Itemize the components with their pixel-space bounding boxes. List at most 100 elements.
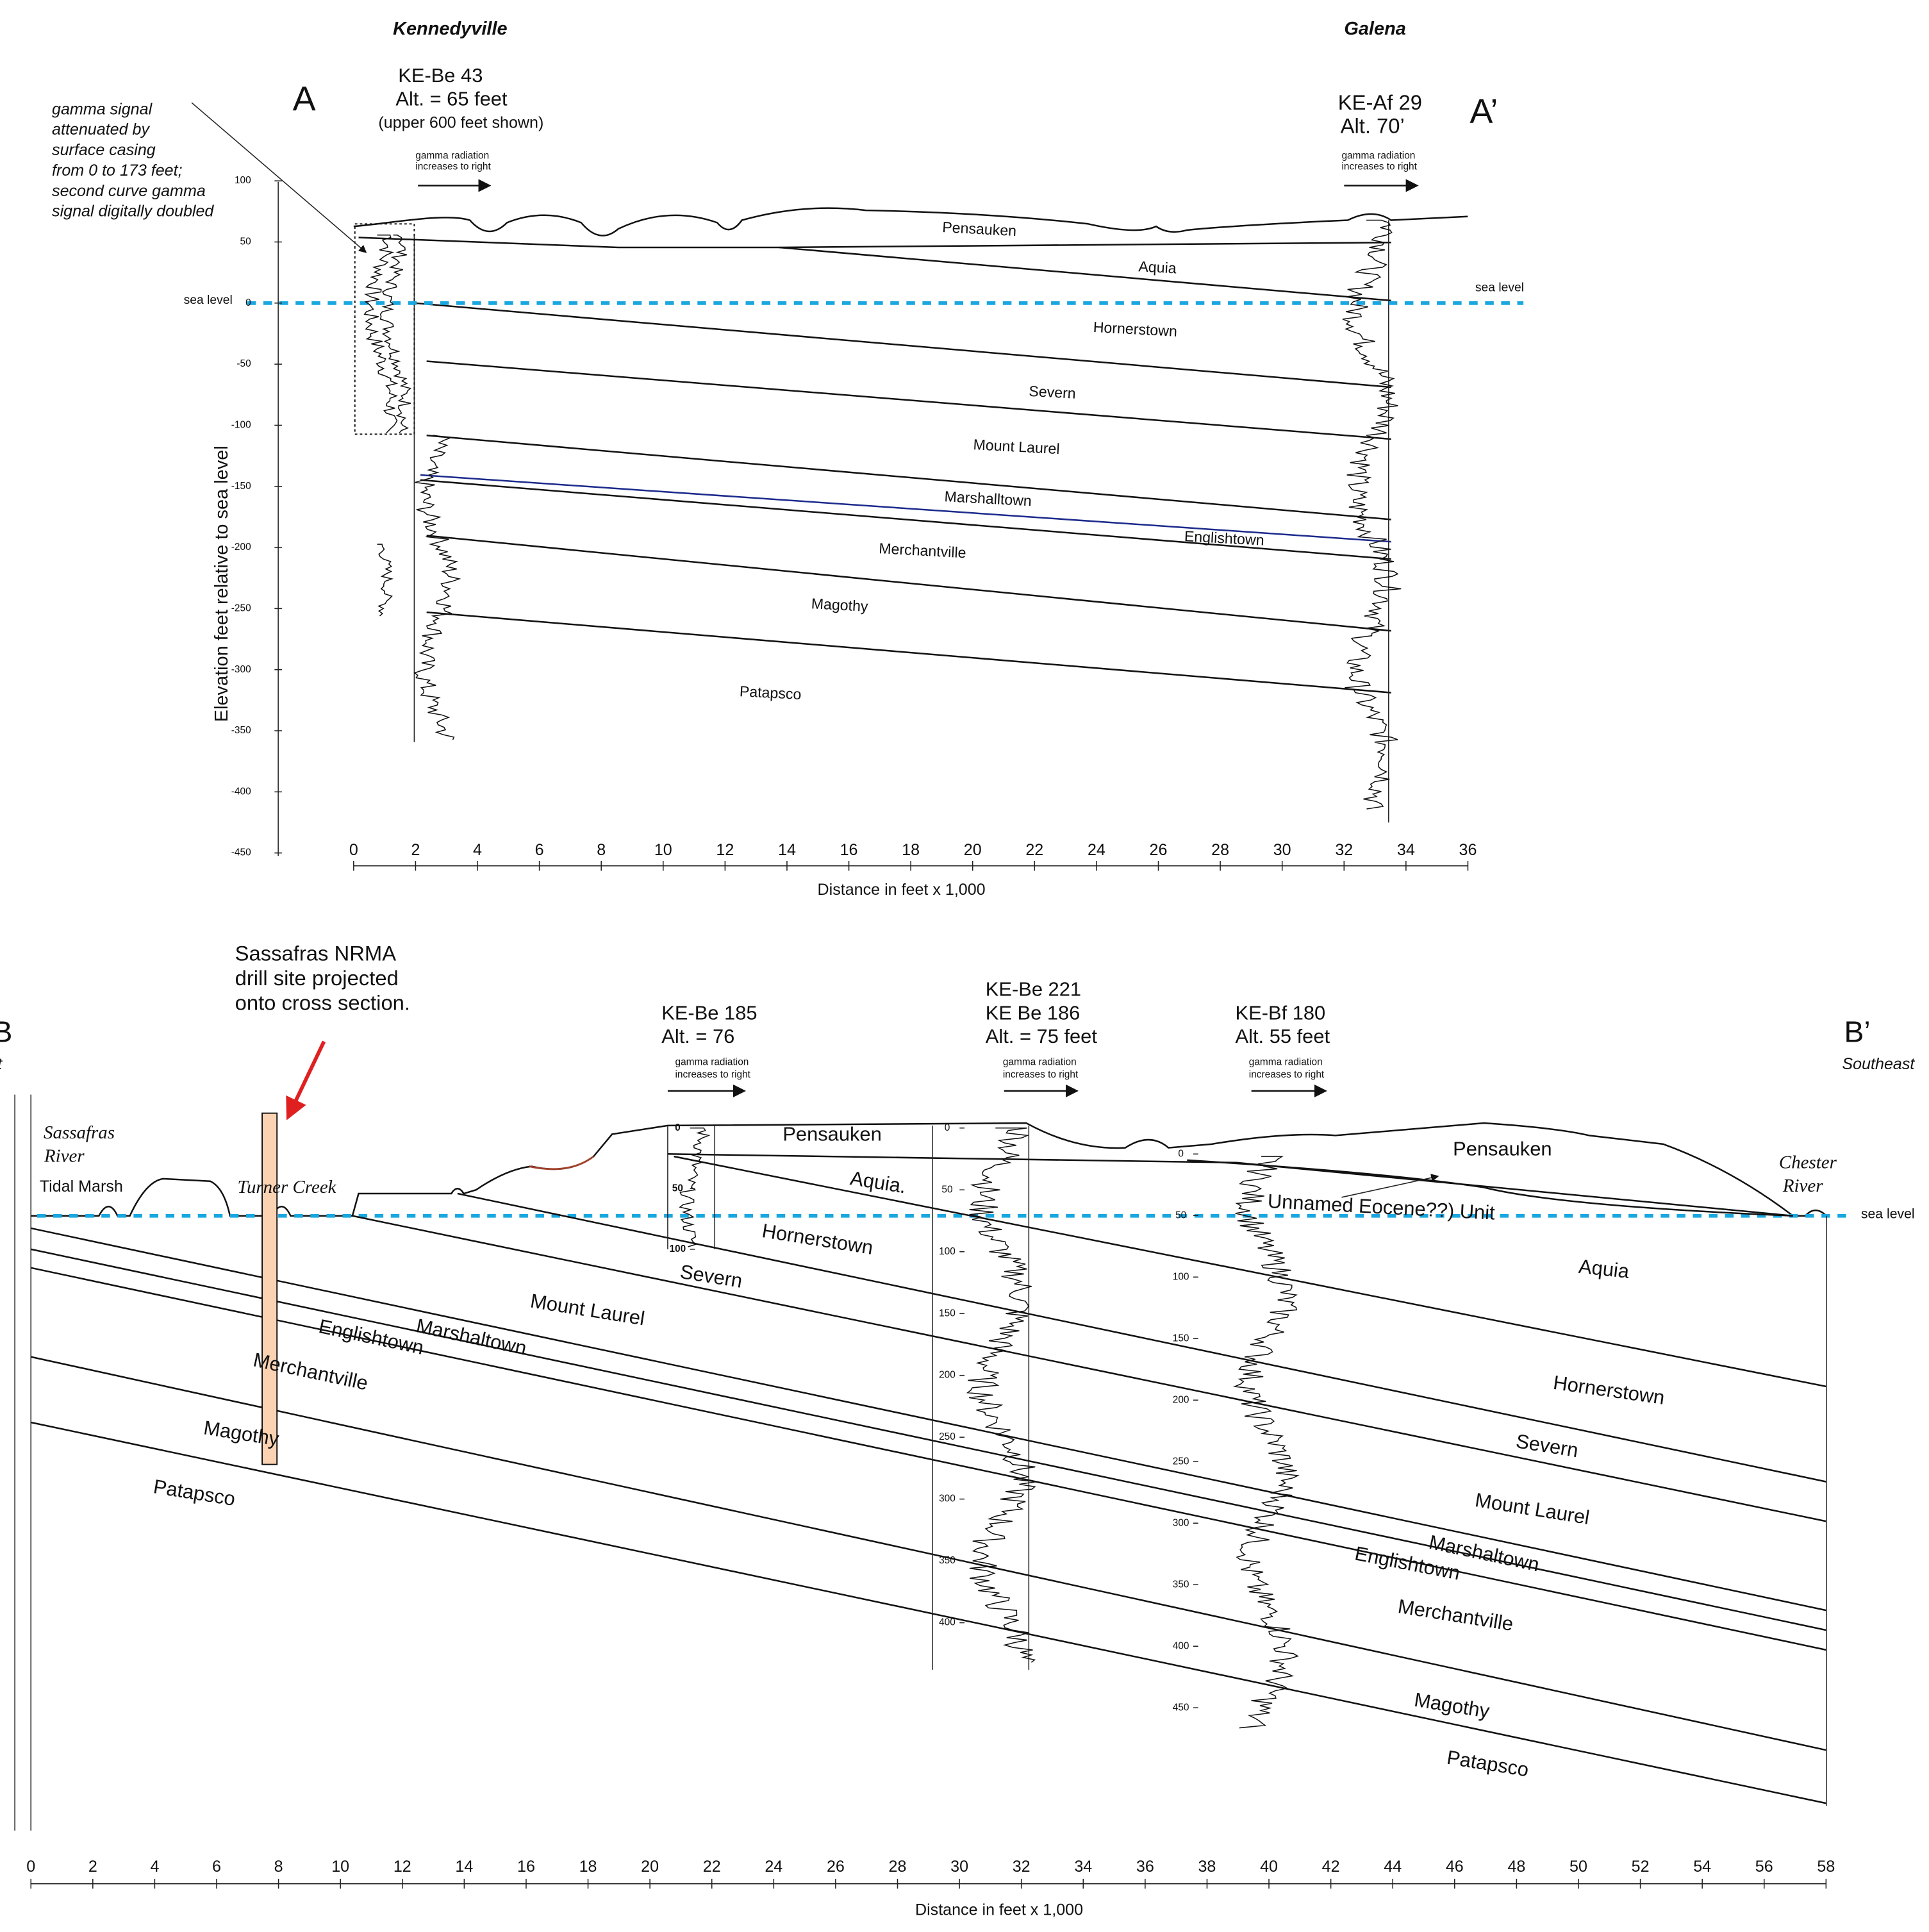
x-tick-label: 28 xyxy=(889,1858,907,1876)
depth-tick-label: 200 xyxy=(1173,1394,1189,1405)
well-label: Alt. = 75 feet xyxy=(986,1025,1098,1047)
ground-surface xyxy=(31,1123,1826,1216)
direction: t xyxy=(0,1055,3,1073)
y-axis-label: Elevation feet relative to sea level xyxy=(211,446,232,722)
x-tick-label: 24 xyxy=(765,1858,782,1876)
y-tick-label: -100 xyxy=(231,420,251,431)
contact xyxy=(779,247,1391,301)
unit-label: Merchantville xyxy=(879,540,967,561)
gamma-log xyxy=(680,1128,709,1247)
well-label: KE-Be 43 xyxy=(398,64,483,87)
page: {"section_a":{ "towns":["Kennedyville","… xyxy=(0,0,1929,1932)
well-label: KE-Be 221 xyxy=(986,978,1081,1001)
ground-brown xyxy=(529,1156,593,1169)
unit-label: Patapsco xyxy=(152,1475,237,1510)
unit-label: Unnamed Eocene??) Unit xyxy=(1267,1190,1496,1224)
depth-tick-label: 100 xyxy=(1173,1271,1189,1282)
y-tick-label: 100 xyxy=(235,175,251,186)
depth-tick-label: 0 xyxy=(675,1122,681,1133)
x-tick-label: 14 xyxy=(455,1858,473,1876)
x-tick-label: 20 xyxy=(641,1858,659,1876)
contact xyxy=(31,1422,1826,1803)
depth-tick-label: 450 xyxy=(1173,1702,1189,1713)
place-label: River xyxy=(44,1146,85,1167)
depth-tick-label: 50 xyxy=(941,1184,952,1195)
unit-label: Severn xyxy=(1029,383,1077,402)
x-tick-label: 40 xyxy=(1260,1858,1278,1876)
x-tick-label: 22 xyxy=(703,1858,721,1876)
note: from 0 to 173 feet; xyxy=(52,162,183,179)
gamma-note: gamma radiation xyxy=(1341,150,1415,161)
x-tick-label: 56 xyxy=(1755,1858,1773,1876)
cross-sections: KennedyvilleGalenaAA’gamma signalattenua… xyxy=(0,0,1929,1932)
y-tick-label: 0 xyxy=(245,297,251,308)
x-tick-label: 12 xyxy=(716,841,734,859)
unit-label: Magothy xyxy=(811,595,868,615)
gamma-note: increases to right xyxy=(1249,1069,1325,1080)
x-tick-label: 30 xyxy=(950,1858,968,1876)
x-tick-label: 24 xyxy=(1088,841,1105,859)
x-tick-label: 32 xyxy=(1335,841,1353,859)
x-tick-label: 46 xyxy=(1446,1858,1464,1876)
x-tick-label: 38 xyxy=(1198,1858,1216,1876)
x-tick-label: 44 xyxy=(1384,1858,1402,1876)
x-tick-label: 18 xyxy=(902,841,920,859)
unit-label: Englishtown xyxy=(1184,528,1264,548)
note: Sassafras NRMA xyxy=(235,941,397,965)
section-a-lines xyxy=(192,103,1523,865)
x-tick-label: 20 xyxy=(964,841,982,859)
depth-tick-label: 50 xyxy=(1175,1210,1186,1220)
x-tick-label: 22 xyxy=(1025,841,1043,859)
x-tick-label: 6 xyxy=(535,841,544,859)
x-tick-label: 4 xyxy=(150,1858,159,1876)
unit-label: Pensauken xyxy=(1453,1138,1552,1160)
unit-label: Mount Laurel xyxy=(1473,1488,1591,1529)
drill-arrow xyxy=(288,1042,324,1117)
note: second curve gamma xyxy=(52,182,206,200)
gamma-note: gamma radiation xyxy=(1249,1057,1323,1068)
y-tick-label: -50 xyxy=(236,358,251,369)
unit-label: Mount Laurel xyxy=(973,436,1060,457)
drill-site xyxy=(262,1113,277,1465)
note-arrow xyxy=(192,103,366,252)
note: signal digitally doubled xyxy=(52,203,214,221)
section-end: A’ xyxy=(1470,92,1498,131)
gamma-note: increases to right xyxy=(1003,1069,1079,1080)
gamma-log xyxy=(377,544,392,616)
unit-label: Hornerstown xyxy=(1552,1371,1666,1409)
x-tick-label: 18 xyxy=(579,1858,597,1876)
x-tick-label: 10 xyxy=(654,841,672,859)
well-label: KE-Be 185 xyxy=(661,1001,757,1024)
town: Kennedyville xyxy=(393,19,508,39)
x-tick-label: 52 xyxy=(1632,1858,1650,1876)
unit-label: Merchantville xyxy=(1396,1595,1515,1635)
note: onto cross section. xyxy=(235,990,410,1014)
note: gamma signal xyxy=(52,100,153,118)
y-tick-label: 50 xyxy=(240,237,251,247)
gamma-log xyxy=(968,1128,1036,1663)
unit-label: Pensauken xyxy=(782,1122,881,1145)
x-tick-label: 0 xyxy=(349,841,358,859)
x-axis-label: Distance in feet x 1,000 xyxy=(818,881,986,899)
unit-label: Hornerstown xyxy=(1093,319,1177,340)
y-tick-label: -250 xyxy=(231,603,251,613)
ground-surface xyxy=(354,208,1468,236)
gamma-log xyxy=(1343,221,1401,809)
well-label: Alt. = 65 feet xyxy=(395,88,508,110)
well-label: Alt. = 76 xyxy=(661,1025,734,1047)
town: Galena xyxy=(1344,19,1406,39)
well-label: Alt. 55 feet xyxy=(1236,1025,1330,1047)
note: surface casing xyxy=(52,141,156,159)
contact xyxy=(31,1268,1826,1650)
x-tick-label: 12 xyxy=(393,1858,411,1876)
x-tick-label: 34 xyxy=(1397,841,1415,859)
y-tick-label: -200 xyxy=(231,542,251,553)
x-tick-label: 10 xyxy=(331,1858,349,1876)
x-tick-label: 8 xyxy=(274,1858,283,1876)
unit-label: Patapsco xyxy=(739,683,802,703)
well-label: KE-Af 29 xyxy=(1338,90,1422,114)
depth-tick-label: 250 xyxy=(1173,1456,1189,1467)
x-tick-label: 48 xyxy=(1507,1858,1525,1876)
x-tick-label: 8 xyxy=(597,841,606,859)
contact xyxy=(414,303,1391,387)
